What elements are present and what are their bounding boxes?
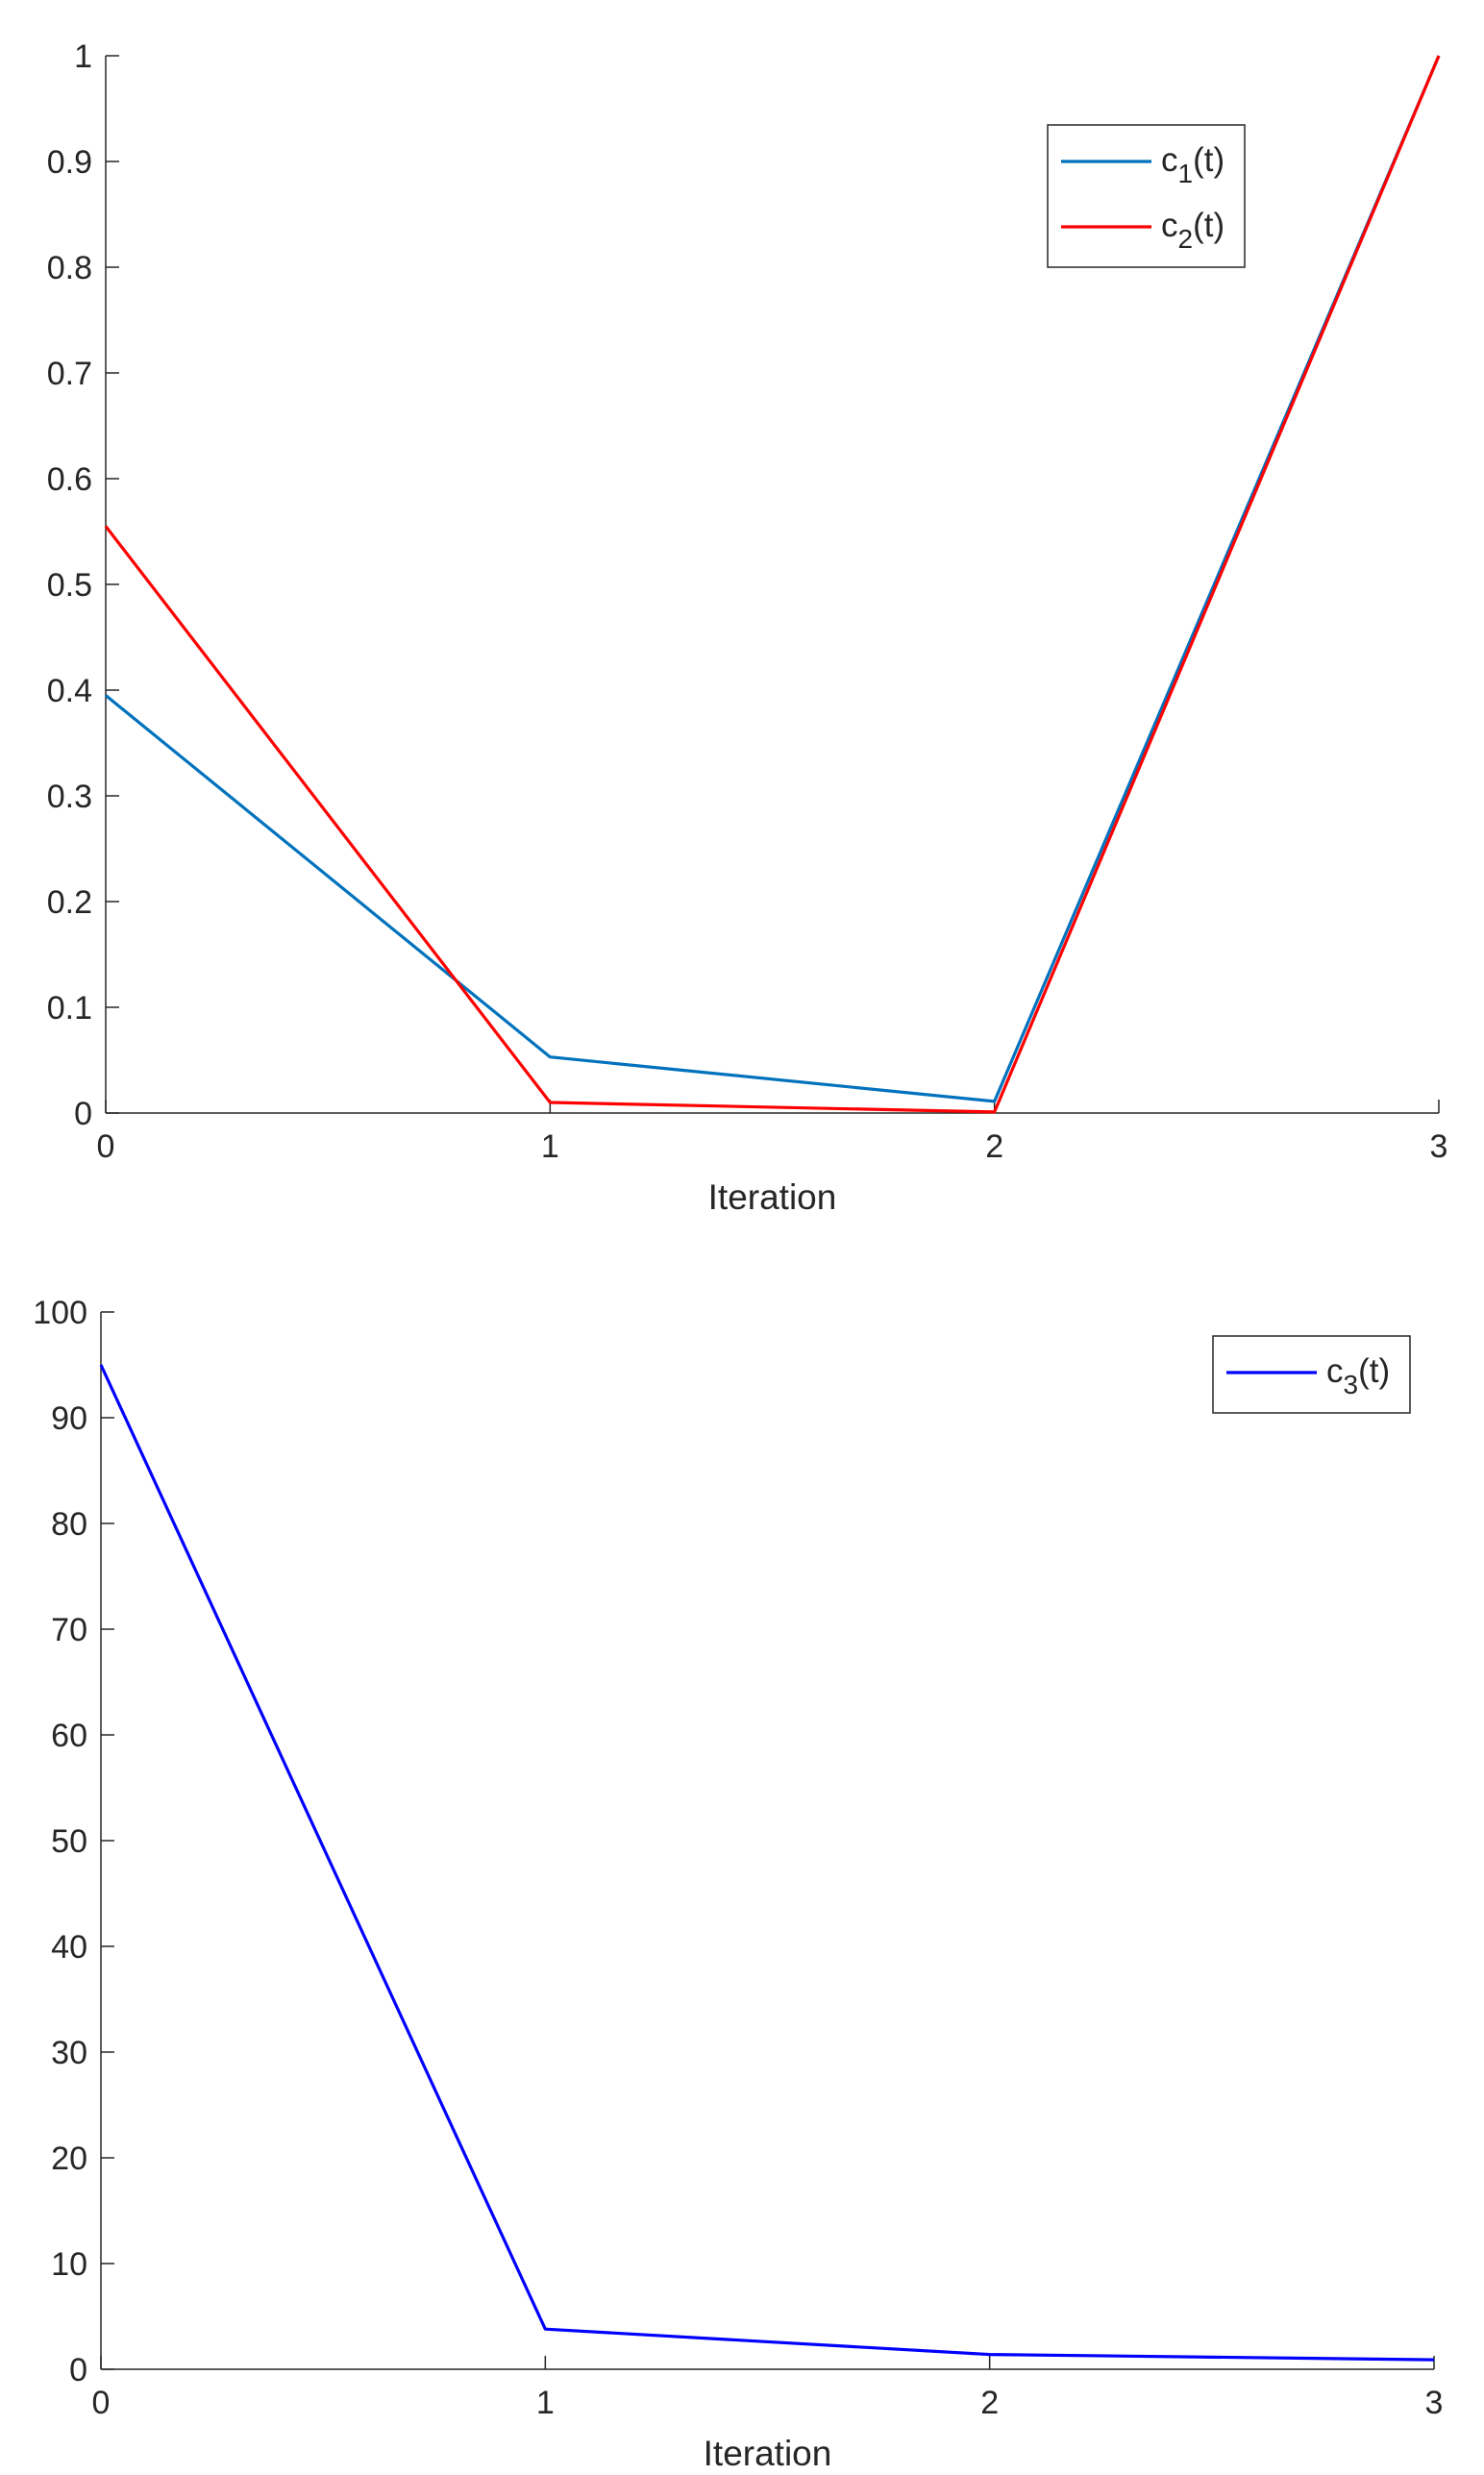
x-tick-label: 2 (980, 2385, 999, 2421)
x-tick-label: 2 (985, 1128, 1003, 1165)
legend-label: c2(t) (1161, 207, 1224, 254)
y-tick-label: 0.2 (47, 884, 92, 921)
y-tick-label: 0 (74, 1096, 92, 1132)
y-tick-label: 0.4 (47, 673, 92, 709)
chart-top: 0 0.1 0.2 0.3 0.4 0.5 0.6 0.7 0.8 0.9 1 0 1 2 3 Iterati… (47, 38, 1448, 1217)
y-tick-label: 80 (51, 1506, 87, 1543)
y-tick-label: 0.8 (47, 250, 92, 286)
legend-box (1047, 124, 1246, 268)
legend-label: c3(t) (1326, 1352, 1390, 1399)
x-axis-label: Iteration (708, 1177, 837, 1217)
y-tick-label: 0.1 (47, 990, 92, 1027)
y-tick-label: 100 (33, 1295, 87, 1331)
series-line (104, 55, 1441, 1114)
y-tick-label: 50 (51, 1823, 87, 1860)
y-tick-label: 0.5 (47, 567, 92, 604)
legend-box (1212, 1335, 1411, 1414)
y-tick-label: 0.6 (47, 461, 92, 498)
x-tick-label: 3 (1430, 1128, 1448, 1165)
series-line (104, 55, 1441, 1103)
y-tick-label: 1 (74, 38, 92, 75)
y-tick-label: 20 (51, 2141, 87, 2177)
y-tick-label: 90 (51, 1400, 87, 1437)
x-tick-label: 1 (536, 2385, 555, 2421)
x-tick-label: 3 (1425, 2385, 1444, 2421)
x-tick-label: 0 (97, 1128, 115, 1165)
y-tick-label: 40 (51, 1929, 87, 1966)
y-tick-label: 0.3 (47, 779, 92, 815)
y-tick-label: 0.7 (47, 356, 92, 392)
y-tick-label: 70 (51, 1612, 87, 1648)
y-tick-label: 30 (51, 2035, 87, 2071)
x-tick-label: 1 (541, 1128, 559, 1165)
chart-bottom: 0 10 20 30 40 50 60 70 80 90 100 0 1 2 3 Iteration c3(t) (33, 1295, 1443, 2473)
x-axis-label: Iteration (704, 2434, 832, 2473)
series-line (99, 1364, 1435, 2362)
y-tick-label: 60 (51, 1718, 87, 1754)
legend-label: c1(t) (1161, 141, 1224, 188)
x-tick-label: 0 (92, 2385, 111, 2421)
y-tick-label: 10 (51, 2246, 87, 2283)
y-tick-label: 0.9 (47, 144, 92, 181)
y-tick-label: 0 (69, 2352, 87, 2388)
